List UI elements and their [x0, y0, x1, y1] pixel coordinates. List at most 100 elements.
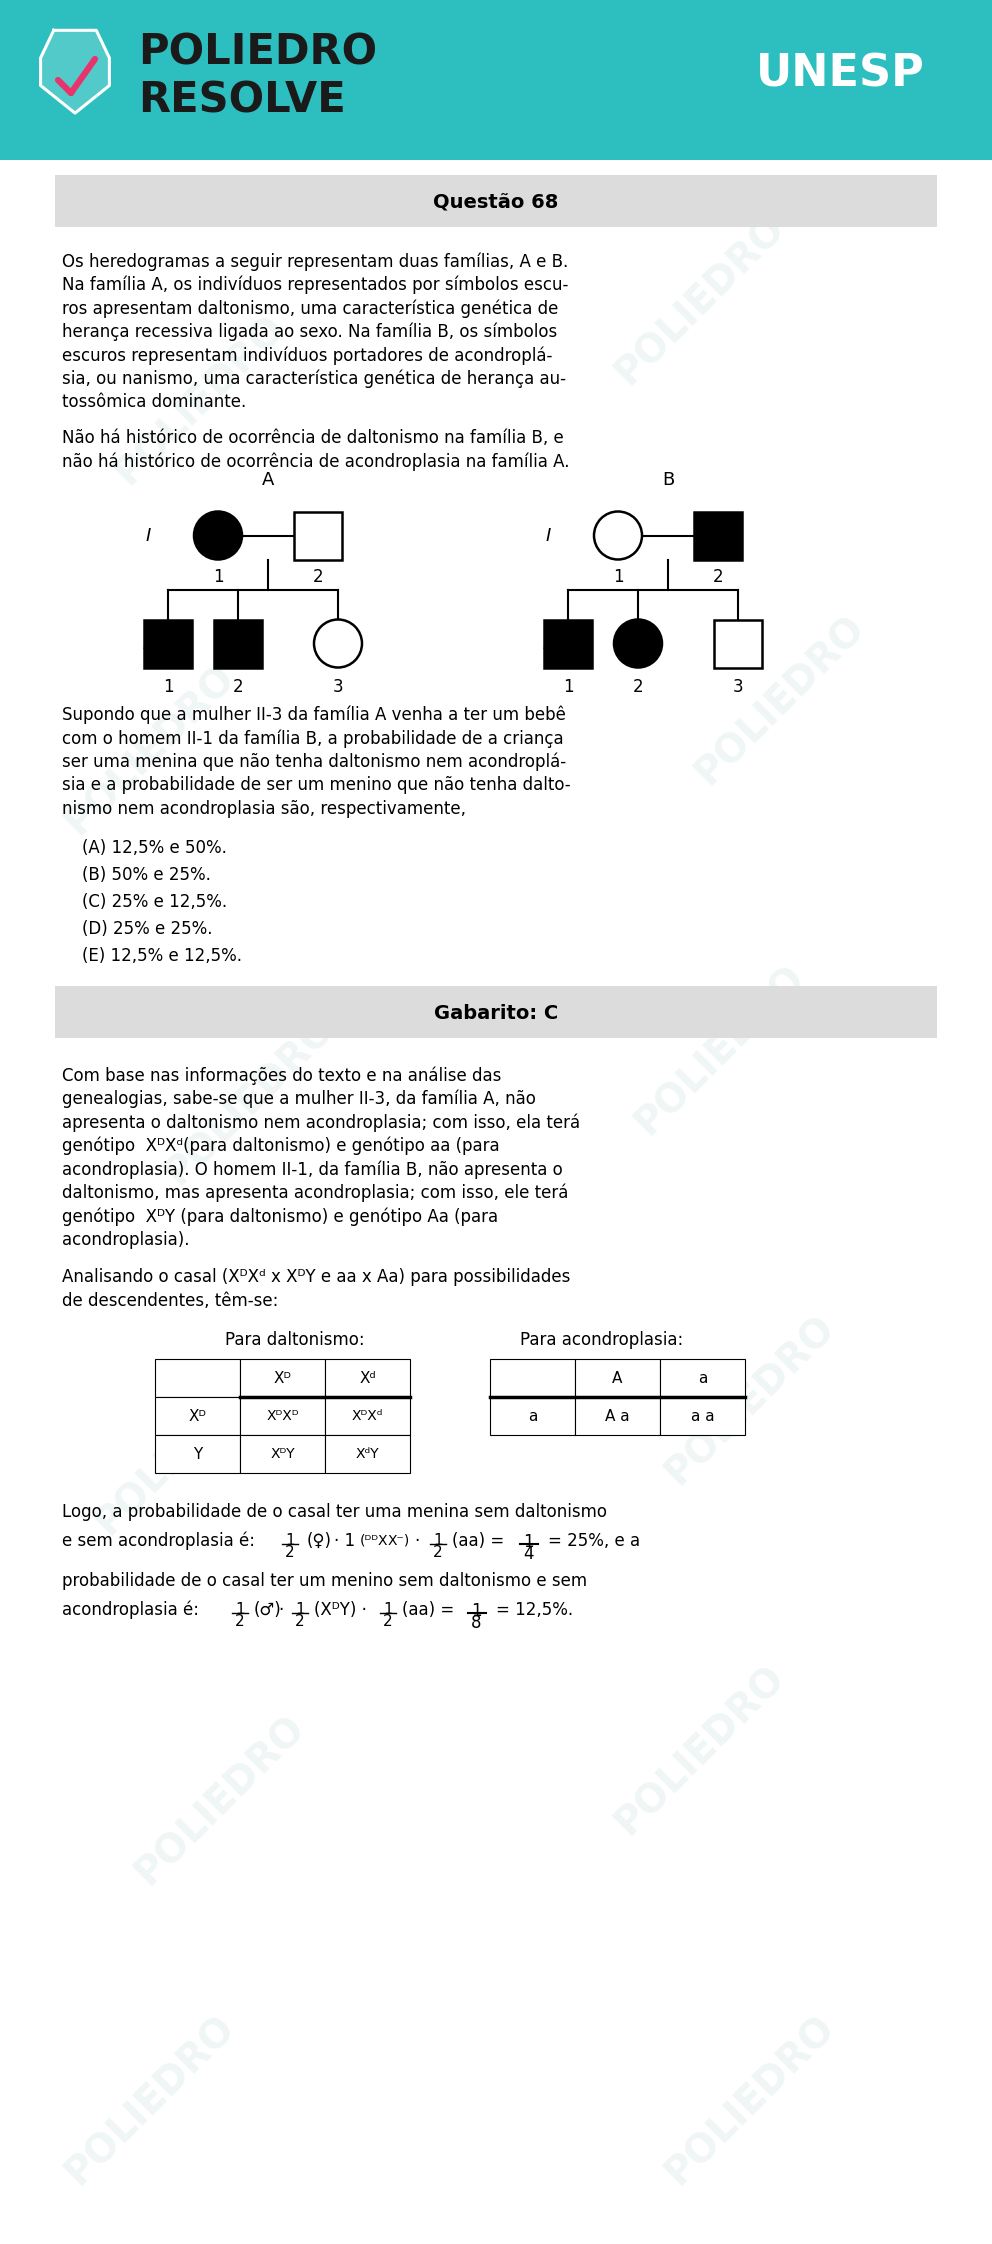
- Text: 2: 2: [383, 1613, 393, 1629]
- Bar: [240, 1398, 325, 1434]
- Circle shape: [314, 619, 362, 666]
- Bar: [0, 0, 992, 148]
- Bar: [55, 175, 937, 227]
- Bar: [240, 1360, 325, 1398]
- Text: POLIEDRO: POLIEDRO: [658, 1308, 842, 1492]
- Text: POLIEDRO: POLIEDRO: [608, 1658, 793, 1842]
- Text: 1: 1: [212, 568, 223, 586]
- Text: e sem acondroplasia é:: e sem acondroplasia é:: [62, 1530, 255, 1551]
- Text: genealogias, sabe-se que a mulher II-3, da família A, não: genealogias, sabe-se que a mulher II-3, …: [62, 1091, 536, 1109]
- Text: 2: 2: [434, 1544, 442, 1560]
- Bar: [240, 1434, 325, 1472]
- Text: (♂): (♂): [254, 1600, 282, 1618]
- Text: A a: A a: [605, 1409, 630, 1423]
- Text: = 25%, e a: = 25%, e a: [548, 1530, 640, 1551]
- Bar: [325, 1360, 410, 1398]
- Text: ·: ·: [278, 1600, 284, 1618]
- Text: (C) 25% e 12,5%.: (C) 25% e 12,5%.: [82, 893, 227, 911]
- Text: genótipo  XᴰY (para daltonismo) e genótipo Aa (para: genótipo XᴰY (para daltonismo) e genótip…: [62, 1207, 498, 1225]
- Text: (♀): (♀): [307, 1530, 332, 1551]
- Text: 1: 1: [523, 1533, 534, 1551]
- Text: 1: 1: [383, 1602, 393, 1616]
- Bar: [490, 1360, 575, 1398]
- Text: 1: 1: [562, 678, 573, 696]
- Bar: [294, 512, 342, 559]
- Circle shape: [614, 619, 662, 666]
- Circle shape: [194, 512, 242, 559]
- Text: probabilidade de o casal ter um menino sem daltonismo e sem: probabilidade de o casal ter um menino s…: [62, 1573, 587, 1591]
- Text: Xᴰ: Xᴰ: [188, 1409, 206, 1423]
- Text: ser uma menina que não tenha daltonismo nem acondroplá-: ser uma menina que não tenha daltonismo …: [62, 752, 566, 772]
- Text: 1: 1: [613, 568, 623, 586]
- Text: Os heredogramas a seguir representam duas famílias, A e B.: Os heredogramas a seguir representam dua…: [62, 251, 568, 272]
- Text: (A) 12,5% e 50%.: (A) 12,5% e 50%.: [82, 839, 227, 857]
- Text: I: I: [546, 527, 551, 545]
- Text: com o homem II-1 da família B, a probabilidade de a criança: com o homem II-1 da família B, a probabi…: [62, 729, 563, 747]
- Text: XᴰY: XᴰY: [270, 1447, 295, 1461]
- Text: acondroplasia). O homem II-1, da família B, não apresenta o: acondroplasia). O homem II-1, da família…: [62, 1160, 562, 1178]
- Text: de descendentes, têm-se:: de descendentes, têm-se:: [62, 1293, 279, 1310]
- Text: 2: 2: [235, 1613, 245, 1629]
- Text: 2: 2: [296, 1613, 305, 1629]
- Bar: [694, 512, 742, 559]
- Text: Analisando o casal (XᴰXᵈ x XᴰY e aa x Aa) para possibilidades: Analisando o casal (XᴰXᵈ x XᴰY e aa x Aa…: [62, 1268, 570, 1286]
- Text: (XᴰY) ·: (XᴰY) ·: [314, 1600, 367, 1618]
- Bar: [155, 1360, 240, 1398]
- Text: 1: 1: [296, 1602, 305, 1616]
- Text: (aa) =: (aa) =: [402, 1600, 454, 1618]
- Text: acondroplasia é:: acondroplasia é:: [62, 1600, 199, 1618]
- Text: POLIEDRO: POLIEDRO: [58, 2008, 242, 2192]
- Text: 1: 1: [163, 678, 174, 696]
- Text: herança recessiva ligada ao sexo. Na família B, os símbolos: herança recessiva ligada ao sexo. Na fam…: [62, 323, 558, 341]
- Text: II: II: [143, 635, 153, 653]
- Text: Xᴰ: Xᴰ: [274, 1371, 292, 1385]
- Text: X⁻): X⁻): [388, 1533, 411, 1548]
- Bar: [0, 148, 992, 159]
- Text: (B) 50% e 25%.: (B) 50% e 25%.: [82, 866, 211, 884]
- Text: 1: 1: [235, 1602, 245, 1616]
- Text: II: II: [543, 635, 554, 653]
- Text: UNESP: UNESP: [756, 52, 925, 96]
- Text: (D) 25% e 25%.: (D) 25% e 25%.: [82, 920, 212, 938]
- Text: I: I: [146, 527, 151, 545]
- Text: tossômica dominante.: tossômica dominante.: [62, 393, 246, 411]
- Text: POLIEDRO: POLIEDRO: [108, 307, 293, 491]
- Text: XᵈY: XᵈY: [356, 1447, 379, 1461]
- Text: 2: 2: [712, 568, 723, 586]
- Text: = 12,5%.: = 12,5%.: [496, 1600, 573, 1618]
- Text: Logo, a probabilidade de o casal ter uma menina sem daltonismo: Logo, a probabilidade de o casal ter uma…: [62, 1503, 607, 1521]
- Text: (ᴰᴰX: (ᴰᴰX: [360, 1533, 389, 1548]
- Text: 3: 3: [733, 678, 743, 696]
- Text: Questão 68: Questão 68: [434, 193, 558, 211]
- Text: a: a: [697, 1371, 707, 1385]
- Text: nismo nem acondroplasia são, respectivamente,: nismo nem acondroplasia são, respectivam…: [62, 799, 466, 817]
- Text: Gabarito: C: Gabarito: C: [434, 1003, 558, 1023]
- Text: POLIEDRO: POLIEDRO: [658, 2008, 842, 2192]
- Bar: [155, 1434, 240, 1472]
- Text: POLIEDRO: POLIEDRO: [608, 209, 793, 393]
- Text: sia e a probabilidade de ser um menino que não tenha dalto-: sia e a probabilidade de ser um menino q…: [62, 776, 570, 794]
- Text: 2: 2: [233, 678, 243, 696]
- Text: 1: 1: [470, 1602, 481, 1620]
- Text: (E) 12,5% e 12,5%.: (E) 12,5% e 12,5%.: [82, 947, 242, 965]
- Text: a: a: [528, 1409, 538, 1423]
- Bar: [660, 1360, 745, 1398]
- Text: 2: 2: [633, 678, 644, 696]
- Text: daltonismo, mas apresenta acondroplasia; com isso, ele terá: daltonismo, mas apresenta acondroplasia;…: [62, 1183, 568, 1203]
- Bar: [544, 619, 592, 666]
- Text: POLIEDRO: POLIEDRO: [88, 1358, 272, 1542]
- Text: 8: 8: [471, 1613, 481, 1631]
- Text: A: A: [262, 471, 274, 489]
- Text: 3: 3: [332, 678, 343, 696]
- Text: a a: a a: [690, 1409, 714, 1423]
- Text: 1: 1: [285, 1533, 295, 1548]
- Text: · 1: · 1: [334, 1530, 355, 1551]
- Bar: [714, 619, 762, 666]
- Text: XᴰXᴰ: XᴰXᴰ: [266, 1409, 299, 1423]
- Text: escuros representam indivíduos portadores de acondroplá-: escuros representam indivíduos portadore…: [62, 346, 553, 364]
- Text: Para daltonismo:: Para daltonismo:: [225, 1331, 365, 1349]
- Text: apresenta o daltonismo nem acondroplasia; com isso, ela terá: apresenta o daltonismo nem acondroplasia…: [62, 1113, 580, 1131]
- Text: POLIEDRO: POLIEDRO: [628, 958, 812, 1142]
- Bar: [325, 1398, 410, 1434]
- Text: genótipo  XᴰXᵈ(para daltonismo) e genótipo aa (para: genótipo XᴰXᵈ(para daltonismo) e genótip…: [62, 1135, 500, 1156]
